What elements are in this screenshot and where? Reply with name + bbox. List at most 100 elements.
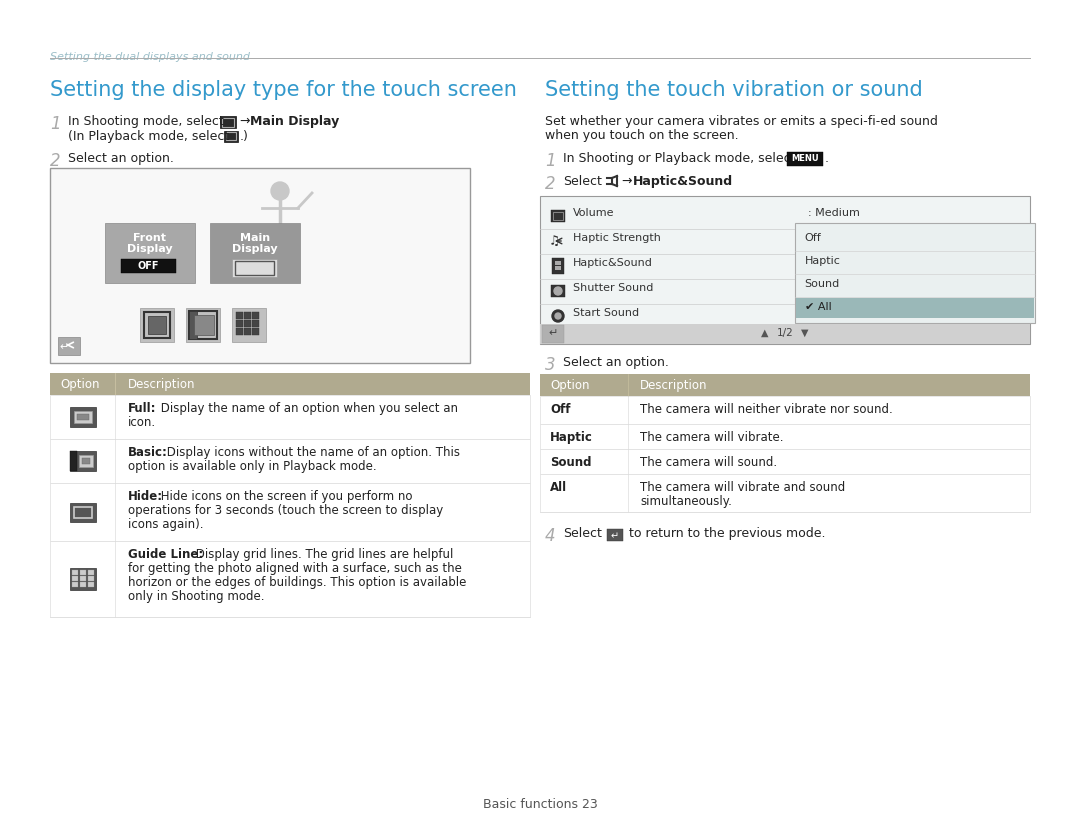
Circle shape <box>271 182 289 200</box>
Bar <box>787 152 823 166</box>
Text: Select an option.: Select an option. <box>563 356 669 369</box>
Text: Haptic: Haptic <box>805 256 840 266</box>
Bar <box>72 576 78 581</box>
Bar <box>540 396 1030 424</box>
Bar <box>244 328 251 335</box>
Text: option is available only in Playback mode.: option is available only in Playback mod… <box>129 460 377 473</box>
Circle shape <box>554 287 562 295</box>
Text: All: All <box>550 481 567 494</box>
Bar <box>237 320 243 327</box>
Text: .: . <box>825 152 829 165</box>
Bar <box>189 311 197 339</box>
Text: when you touch on the screen.: when you touch on the screen. <box>545 129 739 142</box>
Text: ↵: ↵ <box>549 328 557 338</box>
Bar <box>232 308 266 342</box>
Text: .: . <box>711 175 715 188</box>
Text: Select: Select <box>563 175 602 188</box>
Text: Front: Front <box>134 233 166 243</box>
Circle shape <box>552 310 564 322</box>
Bar <box>121 259 176 273</box>
Text: Setting the dual displays and sound: Setting the dual displays and sound <box>50 52 249 62</box>
Bar <box>244 320 251 327</box>
Text: ▲: ▲ <box>761 328 769 338</box>
Bar <box>186 308 220 342</box>
Text: Basic:: Basic: <box>129 446 167 459</box>
Text: Sound: Sound <box>550 456 592 469</box>
Bar <box>551 285 565 297</box>
Text: 1/2: 1/2 <box>777 328 794 338</box>
Bar <box>148 316 166 334</box>
Text: ♫: ♫ <box>549 235 559 248</box>
Text: 2: 2 <box>545 175 555 193</box>
Bar <box>220 116 237 128</box>
Bar <box>50 373 530 395</box>
Bar <box>87 582 94 587</box>
Text: Haptic&Sound: Haptic&Sound <box>573 258 653 268</box>
Text: Display: Display <box>232 244 278 254</box>
Bar <box>252 312 259 319</box>
Text: The camera will vibrate.: The camera will vibrate. <box>640 431 783 444</box>
Text: Full:: Full: <box>129 402 157 415</box>
Bar <box>80 570 86 575</box>
Text: Display the name of an option when you select an: Display the name of an option when you s… <box>157 402 458 415</box>
Bar <box>540 374 1030 396</box>
Text: only in Shooting mode.: only in Shooting mode. <box>129 590 265 603</box>
Text: The camera will vibrate and sound: The camera will vibrate and sound <box>640 481 846 494</box>
Bar <box>79 455 93 467</box>
Bar <box>87 576 94 581</box>
Bar <box>224 131 238 142</box>
Text: ↵: ↵ <box>611 531 619 541</box>
Text: ↵: ↵ <box>59 342 69 352</box>
Bar <box>540 196 1030 344</box>
Text: Select: Select <box>563 527 602 540</box>
Bar <box>540 424 1030 449</box>
Bar <box>226 132 237 140</box>
Bar <box>232 259 276 277</box>
Bar <box>70 503 96 522</box>
Text: for getting the photo aligned with a surface, such as the: for getting the photo aligned with a sur… <box>129 562 462 575</box>
Text: .): .) <box>240 130 248 143</box>
Text: Main Display: Main Display <box>249 115 339 128</box>
Bar <box>70 451 96 471</box>
Bar <box>244 312 251 319</box>
Text: →: → <box>239 115 249 128</box>
Bar <box>252 320 259 327</box>
Text: Display grid lines. The grid lines are helpful: Display grid lines. The grid lines are h… <box>192 548 454 561</box>
Text: Shutter Sound: Shutter Sound <box>573 283 653 293</box>
Text: horizon or the edges of buildings. This option is available: horizon or the edges of buildings. This … <box>129 576 467 589</box>
Bar <box>252 328 259 335</box>
Bar <box>77 414 89 420</box>
Bar <box>237 328 243 335</box>
Text: 2: 2 <box>50 152 60 170</box>
Text: 3: 3 <box>545 356 555 374</box>
Text: Off: Off <box>805 233 822 243</box>
Bar <box>87 570 94 575</box>
Text: icons again).: icons again). <box>129 518 203 531</box>
Bar <box>72 570 78 575</box>
Bar <box>75 411 92 423</box>
Bar <box>80 576 86 581</box>
Bar <box>189 311 217 339</box>
Bar <box>70 568 96 590</box>
Text: Hide:: Hide: <box>129 490 163 503</box>
Circle shape <box>555 313 561 319</box>
Text: Description: Description <box>129 378 195 391</box>
Bar <box>235 261 274 275</box>
Text: Main: Main <box>240 233 270 243</box>
Bar <box>540 324 1030 344</box>
Text: 4: 4 <box>545 527 555 545</box>
Text: Guide Line:: Guide Line: <box>129 548 203 561</box>
Text: to return to the previous mode.: to return to the previous mode. <box>625 527 825 540</box>
Text: Display icons without the name of an option. This: Display icons without the name of an opt… <box>163 446 460 459</box>
Text: Option: Option <box>60 378 99 391</box>
Bar <box>50 168 470 363</box>
Bar <box>210 223 300 283</box>
Text: Setting the display type for the touch screen: Setting the display type for the touch s… <box>50 80 517 100</box>
Text: .: . <box>324 115 328 128</box>
Bar <box>105 223 195 283</box>
Text: icon.: icon. <box>129 416 157 429</box>
Text: Display: Display <box>127 244 173 254</box>
Bar <box>542 325 564 343</box>
Text: In Shooting or Playback mode, select: In Shooting or Playback mode, select <box>563 152 796 165</box>
Bar <box>607 529 623 541</box>
